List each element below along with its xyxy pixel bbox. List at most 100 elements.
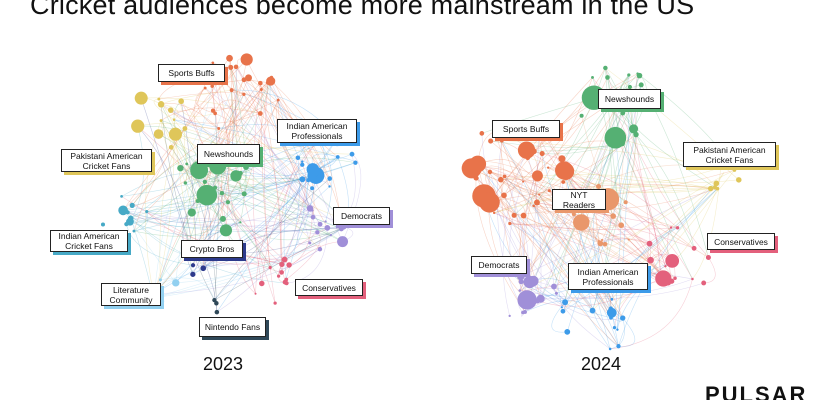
network-edge [129, 221, 241, 236]
network-edge [489, 202, 619, 347]
network-edge [231, 193, 245, 223]
node-conservatives [279, 270, 284, 275]
network-edge [489, 77, 593, 203]
node-sports-buffs [499, 138, 504, 143]
network-edge [141, 97, 261, 114]
network-edge [158, 133, 343, 220]
node-nyt-readers [618, 222, 625, 229]
network-edge [193, 228, 342, 266]
network-edge [231, 89, 311, 244]
node-sports-buffs [257, 111, 263, 116]
node-conservatives [705, 254, 711, 260]
network-edge [267, 82, 330, 187]
node-nyt-readers [610, 213, 616, 219]
network-edge [593, 97, 695, 249]
network-edge [161, 103, 179, 120]
network-edge [526, 149, 664, 279]
network-edge [587, 288, 619, 347]
network-edge [667, 227, 673, 282]
network-edge [509, 223, 678, 230]
network-edge [216, 208, 311, 313]
node-newshounds [627, 73, 631, 77]
network-edge [216, 137, 338, 313]
network-edge [191, 156, 338, 255]
node-sports-buffs [269, 75, 274, 80]
node-indian-american-professionals [301, 160, 304, 163]
network-edge [180, 101, 256, 294]
node-democrats [324, 225, 331, 231]
node-pakistani-american-cricket-fans [182, 126, 188, 131]
node-indian-american-professionals [608, 347, 612, 351]
label-2024-democrats: Democrats [471, 256, 527, 274]
network-edge [160, 277, 215, 301]
label-2024-pakistani-american-cricket-fans: Pakistani American Cricket Fans [683, 142, 776, 167]
network-edge [206, 80, 271, 196]
network-edge [245, 166, 314, 218]
node-newshounds [195, 198, 200, 204]
network-edge [269, 77, 309, 181]
network-edge [536, 202, 678, 229]
network-edge [214, 113, 219, 301]
node-pakistani-american-cricket-fans [157, 97, 161, 101]
label-2023-pakistani-american-cricket-fans: Pakistani American Cricket Fans [61, 149, 152, 172]
network-edge [489, 201, 672, 282]
network-edge [197, 87, 219, 129]
network-edge [281, 164, 307, 265]
network-edge [529, 135, 539, 283]
node-sports-buffs [498, 176, 504, 183]
label-2024-indian-american-professionals: Indian American Professionals [568, 263, 648, 290]
network-edge [173, 119, 241, 223]
node-conservatives [691, 245, 697, 251]
node-conservatives [665, 253, 680, 268]
network-edge [490, 140, 600, 242]
network-edge [286, 232, 321, 280]
node-conservatives [646, 240, 653, 247]
network-edge [130, 193, 245, 219]
network-edge [565, 171, 711, 190]
network-edge [126, 224, 194, 266]
node-newshounds [636, 72, 643, 79]
node-nintendo-fans [214, 301, 219, 306]
network-edge [281, 157, 300, 265]
node-nyt-readers [596, 183, 602, 189]
node-pakistani-american-cricket-fans [172, 118, 176, 121]
network-edge [540, 278, 693, 300]
node-newshounds [638, 82, 644, 88]
node-indian-american-professionals [610, 297, 614, 301]
node-sports-buffs [242, 92, 246, 96]
network-edge [161, 103, 219, 129]
network-edge [206, 80, 272, 196]
network-edge [477, 163, 611, 350]
network-edge [489, 171, 559, 206]
node-conservatives [279, 261, 285, 268]
network-edge [533, 280, 567, 312]
node-newshounds [225, 200, 231, 205]
node-nyt-readers [597, 240, 604, 247]
network-edge [563, 170, 669, 283]
network-edge [150, 248, 320, 288]
network-edge [283, 161, 303, 280]
node-democrats [517, 290, 537, 310]
network-edge [519, 183, 717, 291]
network-edge [536, 202, 651, 261]
network-edge [180, 101, 216, 117]
network-edge [160, 104, 227, 232]
network-edge [175, 134, 204, 269]
node-indian-american-professionals [328, 185, 331, 188]
node-democrats [518, 279, 524, 285]
node-democrats [329, 234, 332, 237]
node-sports-buffs [501, 192, 507, 199]
node-newshounds [219, 190, 225, 196]
node-sports-buffs [487, 169, 493, 175]
network-edge [160, 89, 232, 105]
network-edge [611, 169, 735, 313]
node-conservatives [286, 262, 292, 268]
slide-title: Cricket audiences become more mainstream… [30, 0, 695, 20]
network-edge [211, 86, 256, 294]
network-edge [271, 77, 315, 218]
network-edge [541, 153, 623, 319]
node-democrats [508, 314, 511, 318]
node-indian-american-professionals [560, 306, 563, 309]
network-edge [605, 67, 631, 91]
network-edge [620, 91, 693, 280]
